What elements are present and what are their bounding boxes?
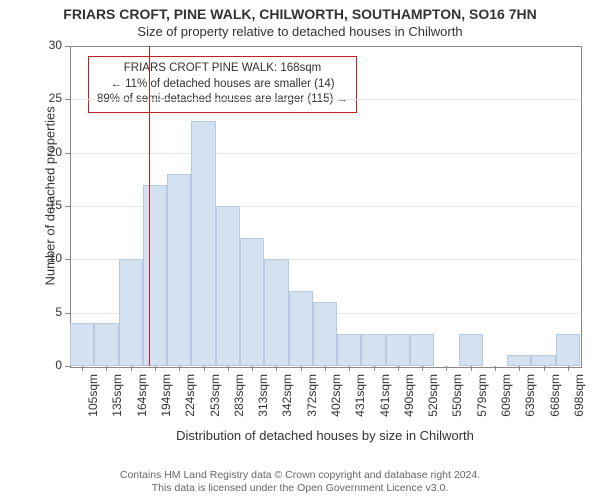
histogram-bar [313,302,337,366]
x-tick-mark [349,366,350,371]
histogram-bar [507,355,531,366]
x-tick-label: 194sqm [159,374,173,424]
marker-line [149,46,150,366]
x-tick-label: 402sqm [329,374,343,424]
y-tick-mark [65,99,70,100]
histogram-bar [70,323,94,366]
x-tick-mark [131,366,132,371]
x-tick-label: 490sqm [402,374,416,424]
annotation-box: FRIARS CROFT PINE WALK: 168sqm ← 11% of … [88,56,357,113]
y-tick-mark [65,366,70,367]
x-tick-label: 253sqm [208,374,222,424]
x-tick-mark [252,366,253,371]
histogram-bar [191,121,215,366]
y-tick-mark [65,153,70,154]
y-tick-mark [65,259,70,260]
x-tick-label: 698sqm [572,374,586,424]
histogram-bar [531,355,555,366]
footer-line-1: Contains HM Land Registry data © Crown c… [0,469,600,483]
x-tick-mark [276,366,277,371]
x-tick-mark [471,366,472,371]
footer-text: Contains HM Land Registry data © Crown c… [0,469,600,496]
y-tick-label: 20 [32,145,62,159]
x-tick-label: 609sqm [499,374,513,424]
histogram-bar [119,259,143,366]
y-tick-label: 15 [32,198,62,212]
histogram-bar [386,334,410,366]
x-tick-mark [519,366,520,371]
y-tick-label: 0 [32,358,62,372]
x-tick-mark [422,366,423,371]
y-tick-mark [65,206,70,207]
x-tick-label: 105sqm [86,374,100,424]
grid-line [71,99,579,100]
x-tick-mark [495,366,496,371]
x-tick-label: 283sqm [232,374,246,424]
x-tick-label: 372sqm [305,374,319,424]
y-tick-label: 30 [32,38,62,52]
y-tick-label: 25 [32,91,62,105]
x-tick-label: 135sqm [110,374,124,424]
x-tick-mark [544,366,545,371]
x-tick-label: 313sqm [256,374,270,424]
histogram-bar [459,334,483,366]
histogram-bar [143,185,167,366]
y-tick-label: 10 [32,251,62,265]
y-tick-mark [65,313,70,314]
histogram-bar [216,206,240,366]
chart-title-sub: Size of property relative to detached ho… [0,24,600,39]
x-axis-label: Distribution of detached houses by size … [70,428,580,443]
histogram-bar [410,334,434,366]
annotation-line-2: ← 11% of detached houses are smaller (14… [97,77,348,93]
annotation-line-1: FRIARS CROFT PINE WALK: 168sqm [97,61,348,77]
histogram-bar [337,334,361,366]
x-tick-label: 550sqm [450,374,464,424]
x-tick-mark [204,366,205,371]
x-tick-label: 431sqm [353,374,367,424]
x-tick-mark [398,366,399,371]
x-tick-label: 342sqm [280,374,294,424]
x-tick-label: 461sqm [378,374,392,424]
x-tick-mark [179,366,180,371]
x-tick-label: 579sqm [475,374,489,424]
footer-line-2: This data is licensed under the Open Gov… [0,482,600,496]
chart-container: FRIARS CROFT, PINE WALK, CHILWORTH, SOUT… [0,0,600,500]
histogram-bar [240,238,264,366]
histogram-bar [94,323,118,366]
x-tick-mark [106,366,107,371]
y-tick-mark [65,46,70,47]
histogram-bar [167,174,191,366]
histogram-bar [264,259,288,366]
x-tick-label: 224sqm [183,374,197,424]
chart-title-main: FRIARS CROFT, PINE WALK, CHILWORTH, SOUT… [0,6,600,22]
x-tick-mark [568,366,569,371]
y-tick-label: 5 [32,305,62,319]
x-tick-label: 164sqm [135,374,149,424]
x-tick-label: 668sqm [548,374,562,424]
x-tick-mark [155,366,156,371]
x-tick-label: 639sqm [523,374,537,424]
grid-line [71,153,579,154]
x-tick-mark [325,366,326,371]
x-tick-mark [374,366,375,371]
histogram-bar [361,334,385,366]
x-tick-mark [82,366,83,371]
x-tick-label: 520sqm [426,374,440,424]
x-tick-mark [446,366,447,371]
histogram-bar [556,334,580,366]
x-tick-mark [301,366,302,371]
x-tick-mark [228,366,229,371]
histogram-bar [289,291,313,366]
